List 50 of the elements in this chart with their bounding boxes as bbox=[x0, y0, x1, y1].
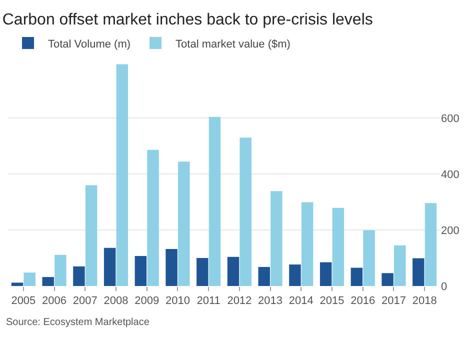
bar bbox=[332, 208, 344, 286]
x-tick-label: 2006 bbox=[42, 295, 67, 308]
y-tick-label: 600 bbox=[441, 112, 460, 125]
bar bbox=[301, 202, 314, 286]
x-tick-label: 2005 bbox=[11, 295, 36, 308]
bar bbox=[320, 262, 332, 286]
x-tick-label: 2007 bbox=[72, 295, 98, 308]
x-tick-label: 2008 bbox=[104, 295, 128, 308]
bar bbox=[363, 230, 375, 286]
x-tick-label: 2014 bbox=[288, 295, 314, 308]
bar bbox=[350, 268, 363, 286]
y-tick-label: 0 bbox=[441, 280, 448, 293]
bar bbox=[42, 277, 54, 286]
bar bbox=[258, 266, 270, 286]
bar bbox=[85, 185, 98, 286]
x-tick-label: 2015 bbox=[320, 295, 344, 308]
x-tick-label: 2012 bbox=[227, 295, 252, 308]
bar bbox=[394, 245, 406, 286]
bar bbox=[116, 64, 128, 286]
legend-label: Total Volume (m) bbox=[48, 38, 131, 50]
bar bbox=[289, 264, 301, 286]
x-tick-label: 2016 bbox=[350, 295, 376, 308]
source-note: Source: Ecosystem Marketplace bbox=[6, 317, 150, 328]
bar bbox=[11, 282, 24, 286]
x-tick-label: 2011 bbox=[196, 295, 220, 308]
bar bbox=[412, 258, 424, 286]
chart-title: Carbon offset market inches back to pre-crisis levels bbox=[2, 12, 373, 29]
bar bbox=[24, 272, 36, 286]
bar bbox=[240, 138, 252, 286]
x-tick-label: 2013 bbox=[258, 295, 283, 308]
bar bbox=[227, 256, 240, 286]
bar bbox=[104, 248, 116, 286]
bar bbox=[208, 116, 221, 286]
bar bbox=[424, 203, 437, 286]
bar bbox=[382, 273, 394, 286]
bar bbox=[134, 256, 147, 286]
y-tick-label: 400 bbox=[441, 168, 460, 181]
bar bbox=[54, 254, 66, 286]
bar bbox=[270, 191, 282, 286]
x-tick-label: 2017 bbox=[381, 295, 406, 308]
y-tick-label: 200 bbox=[441, 224, 460, 237]
bar bbox=[178, 162, 190, 286]
bar bbox=[147, 150, 159, 286]
x-tick-label: 2009 bbox=[134, 295, 160, 308]
legend-label: Total market value ($m) bbox=[176, 38, 290, 50]
x-tick-label: 2018 bbox=[412, 295, 437, 308]
bar bbox=[73, 266, 85, 286]
x-tick-label: 2010 bbox=[165, 295, 190, 308]
bar bbox=[196, 258, 208, 286]
bar bbox=[166, 249, 178, 286]
